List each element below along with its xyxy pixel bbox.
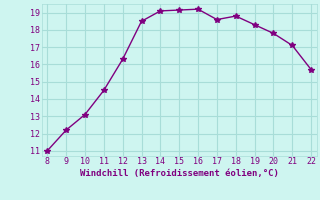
X-axis label: Windchill (Refroidissement éolien,°C): Windchill (Refroidissement éolien,°C)	[80, 169, 279, 178]
